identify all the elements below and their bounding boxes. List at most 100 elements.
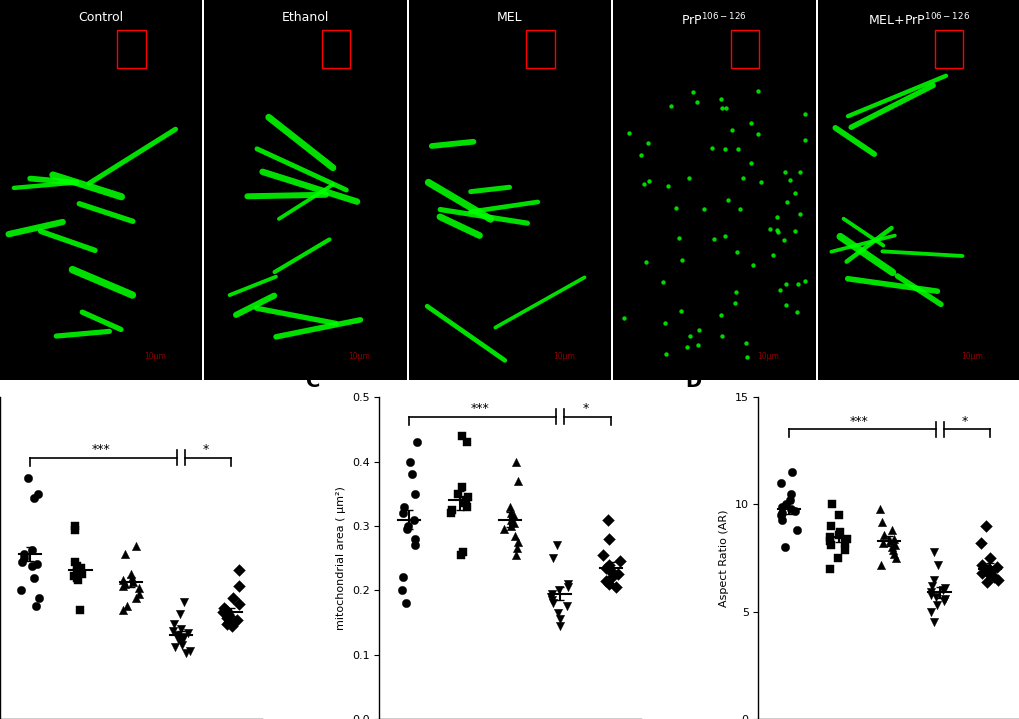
Point <box>230 599 247 610</box>
Point <box>771 477 788 489</box>
Point <box>796 275 812 286</box>
Point <box>14 557 31 568</box>
Point <box>68 572 85 584</box>
Point <box>216 603 232 614</box>
Point <box>557 600 574 612</box>
Point <box>507 549 524 561</box>
Point <box>639 137 655 149</box>
Point <box>115 605 131 616</box>
Point <box>782 503 798 515</box>
Point <box>782 495 798 506</box>
Point <box>933 585 950 596</box>
Point <box>886 539 902 551</box>
Point <box>128 592 145 604</box>
Point <box>822 539 839 551</box>
Point <box>495 523 512 535</box>
Point <box>597 562 613 574</box>
Point <box>771 284 788 296</box>
Point <box>394 508 411 519</box>
Point <box>871 503 888 515</box>
Point <box>872 559 889 570</box>
Point <box>180 627 197 638</box>
Text: 10μm: 10μm <box>348 352 370 361</box>
Point <box>881 535 898 546</box>
Point <box>821 535 838 546</box>
Point <box>122 569 139 580</box>
Bar <box>934 30 962 68</box>
Point <box>443 504 460 516</box>
Point <box>886 548 902 559</box>
Point <box>407 488 423 500</box>
Point <box>169 633 185 644</box>
Point <box>404 469 420 480</box>
Text: D: D <box>685 372 701 391</box>
Point <box>659 180 676 191</box>
Point <box>924 546 941 557</box>
Point <box>695 203 711 214</box>
Point <box>925 574 942 585</box>
Point <box>173 639 190 651</box>
Point <box>777 300 794 311</box>
Point <box>739 352 755 363</box>
Point <box>600 578 616 590</box>
Point <box>728 286 744 298</box>
Bar <box>321 30 350 68</box>
Point <box>71 605 88 616</box>
Point <box>28 600 44 612</box>
Point <box>549 607 566 618</box>
Point <box>177 647 194 659</box>
Point <box>981 565 998 577</box>
Point <box>788 524 804 536</box>
Point <box>452 430 469 441</box>
Point <box>685 86 701 98</box>
Point <box>67 520 84 531</box>
Point <box>874 528 891 540</box>
Point <box>594 549 610 561</box>
Point <box>502 508 519 519</box>
Point <box>633 149 649 160</box>
Bar <box>117 30 146 68</box>
Point <box>606 582 623 593</box>
Point <box>171 609 187 620</box>
Point <box>985 572 1002 583</box>
Point <box>31 488 47 500</box>
Point <box>609 569 626 580</box>
Point <box>884 533 901 544</box>
Point <box>507 456 524 467</box>
Point <box>175 631 192 642</box>
Point <box>215 607 231 618</box>
Point <box>689 339 705 350</box>
Point <box>510 536 526 548</box>
Point <box>559 582 576 593</box>
Point <box>742 117 758 129</box>
Text: 10μm: 10μm <box>144 352 166 361</box>
Point <box>716 231 733 242</box>
Point <box>406 533 422 544</box>
Point <box>884 544 901 555</box>
Point <box>790 278 806 290</box>
Text: *: * <box>203 443 209 456</box>
Point <box>25 572 42 584</box>
Point <box>457 498 473 509</box>
Point <box>544 552 560 564</box>
Point <box>744 260 760 271</box>
Point <box>453 482 470 493</box>
Point <box>544 597 560 609</box>
Point <box>772 501 789 513</box>
Point <box>505 517 522 528</box>
Point <box>980 563 997 574</box>
Point <box>934 595 951 607</box>
Point <box>712 93 729 105</box>
Point <box>72 562 89 574</box>
Point <box>225 592 242 604</box>
Point <box>887 552 903 564</box>
Point <box>19 472 36 483</box>
Point <box>397 597 414 609</box>
Point <box>705 234 721 245</box>
Point <box>882 541 899 553</box>
Point <box>548 539 565 551</box>
Point <box>114 580 130 592</box>
Point <box>394 572 411 583</box>
Point <box>603 572 620 583</box>
Point <box>929 559 946 570</box>
